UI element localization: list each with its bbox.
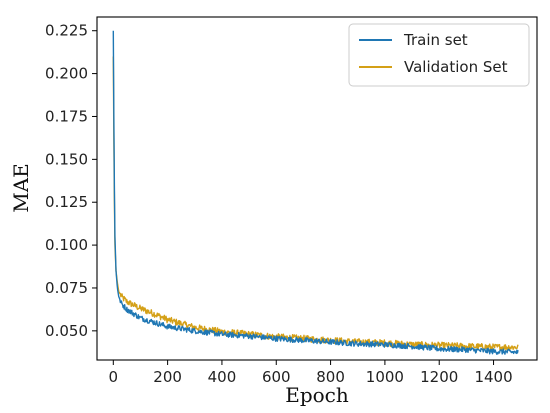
- x-tick-label-4: 800: [316, 368, 345, 386]
- x-tick-label-3: 600: [262, 368, 291, 386]
- y-tick-label-0: 0.050: [45, 322, 88, 340]
- y-tick-label-1: 0.075: [45, 279, 88, 297]
- legend-label-train-set: Train set: [403, 31, 468, 49]
- x-tick-label-5: 1000: [366, 368, 404, 386]
- y-tick-label-7: 0.225: [45, 22, 88, 40]
- legend-label-validation-set: Validation Set: [404, 58, 508, 76]
- x-tick-label-2: 400: [208, 368, 237, 386]
- y-tick-label-2: 0.100: [45, 236, 88, 254]
- x-tick-label-6: 1200: [420, 368, 458, 386]
- y-tick-label-6: 0.200: [45, 65, 88, 83]
- legend: Train set Validation Set: [348, 23, 530, 87]
- y-tick-label-5: 0.175: [45, 107, 88, 125]
- x-tick-label-7: 1400: [474, 368, 512, 386]
- axes-layer: 0 200 400 600 800 1000 1200 1400 0.050 0.075 0.100…: [45, 22, 513, 386]
- y-axis-title: MAE: [9, 163, 33, 213]
- x-tick-label-1: 200: [153, 368, 182, 386]
- series-layer: [112, 30, 519, 355]
- series-line-validation-set: [112, 56, 519, 352]
- x-axis-title: Epoch: [285, 383, 349, 407]
- y-tick-label-4: 0.150: [45, 150, 88, 168]
- y-tick-label-3: 0.125: [45, 193, 88, 211]
- plot-area: [96, 16, 538, 361]
- x-tick-label-0: 0: [109, 368, 119, 386]
- legend-box: [348, 23, 530, 87]
- series-line-train-set: [112, 30, 519, 355]
